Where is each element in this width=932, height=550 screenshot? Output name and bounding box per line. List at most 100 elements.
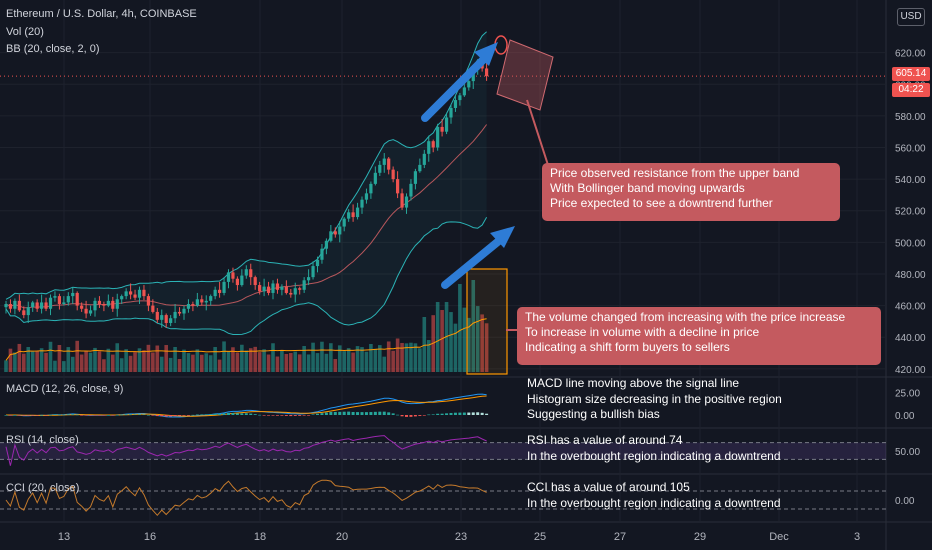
volume-bar: [53, 360, 57, 372]
candle-body: [311, 266, 315, 278]
volume-bar: [217, 359, 222, 372]
candle-body: [315, 259, 320, 267]
volume-bar: [159, 356, 164, 372]
macd-histogram-bar: [195, 414, 199, 416]
macd-histogram-bar: [342, 411, 346, 415]
candle-body: [440, 126, 444, 132]
volume-bar: [355, 346, 360, 372]
candle-body: [320, 248, 324, 260]
macd-histogram-bar: [57, 414, 61, 416]
volume-highlight-box[interactable]: [466, 268, 508, 375]
rsi-legend[interactable]: RSI (14, close): [6, 434, 79, 446]
macd-histogram-bar: [476, 412, 480, 415]
volume-bar: [364, 351, 369, 372]
macd-histogram-bar: [280, 415, 284, 416]
candle-body: [22, 310, 26, 316]
macd-histogram-bar: [347, 411, 351, 415]
macd-histogram-bar: [133, 414, 137, 416]
candle-body: [80, 305, 84, 309]
macd-histogram-bar: [316, 413, 319, 415]
volume-bar: [66, 347, 71, 372]
candle-body: [213, 289, 217, 297]
axes: 620.00600.00580.00560.00540.00520.00500.…: [58, 49, 926, 543]
cci-legend[interactable]: CCI (20, close): [6, 482, 80, 494]
volume-bar: [106, 348, 111, 372]
macd-histogram-bar: [471, 412, 475, 415]
candle-body: [249, 269, 253, 278]
volume-bar: [484, 323, 489, 372]
macd-histogram-bar: [453, 412, 457, 415]
macd-histogram-bar: [427, 414, 431, 416]
volume-bar: [231, 347, 235, 372]
candle-body: [307, 277, 311, 281]
resistance-box[interactable]: [496, 39, 554, 111]
note-line: MACD line moving above the signal line: [527, 376, 740, 390]
macd-histogram-bar: [209, 414, 213, 415]
callout-line: With Bollinger band moving upwards: [550, 181, 745, 195]
candle-body: [467, 81, 471, 88]
candle-body: [333, 231, 337, 235]
candle-body: [102, 304, 106, 306]
candle-body: [155, 311, 159, 320]
volume-bar: [257, 352, 262, 372]
candle-body: [48, 297, 53, 309]
candle-body: [44, 302, 48, 309]
volume-bar: [62, 361, 66, 372]
rsi-tick-label: 50.00: [895, 447, 920, 458]
volume-bar: [177, 358, 182, 372]
note-line: Histogram size decreasing in the positiv…: [527, 391, 782, 406]
volume-ma-line: [5, 318, 487, 361]
candle-body: [427, 141, 431, 154]
macd-histogram-bar: [356, 412, 360, 415]
callout-line: To increase in volume with a decline in …: [525, 325, 760, 339]
candle-body: [93, 300, 97, 311]
macd-tick-label: 25.00: [895, 389, 920, 400]
volume-bar: [453, 323, 458, 372]
volume-bar: [320, 341, 324, 372]
callout-line: Indicating a shift form buyers to seller…: [525, 340, 730, 354]
macd-histogram-bar: [449, 412, 453, 415]
volume-bar: [26, 347, 31, 372]
macd-signal-line: [6, 395, 487, 417]
candle-body: [338, 226, 342, 235]
volume-bar: [409, 342, 413, 372]
candle-body: [226, 272, 231, 282]
volume-legend[interactable]: Vol (20): [6, 26, 44, 38]
macd-histogram-bar: [75, 414, 79, 416]
volume-bar: [168, 357, 173, 372]
cci-note: CCI has a value of around 105 In the ove…: [527, 480, 781, 511]
macd-histogram-bar: [22, 415, 26, 416]
bollinger-legend[interactable]: BB (20, close, 2, 0): [6, 43, 100, 55]
volume-bar: [324, 353, 329, 372]
note-line: In the overbought region indicating a do…: [527, 448, 781, 463]
macd-histogram-bar: [8, 415, 12, 416]
volume-bar: [275, 356, 280, 372]
symbol-legend[interactable]: Ethereum / U.S. Dollar, 4h, COINBASE: [6, 8, 197, 20]
macd-histogram-bar: [173, 415, 177, 417]
volume-bar: [173, 346, 177, 372]
macd-histogram-bar: [364, 412, 368, 415]
candle-body: [422, 153, 426, 165]
macd-histogram-bar: [418, 415, 422, 416]
candle-body: [40, 302, 44, 309]
volume-bar: [337, 345, 342, 372]
bollinger-band-fill: [6, 31, 487, 335]
candle-body: [4, 304, 8, 308]
macd-legend[interactable]: MACD (12, 26, close, 9): [6, 383, 124, 395]
callout-line: The volume changed from increasing with …: [525, 310, 846, 324]
macd-histogram-bar: [155, 415, 159, 417]
candle-body: [218, 289, 222, 293]
macd-histogram-bar: [49, 414, 52, 416]
candle-body: [266, 286, 271, 293]
macd-histogram-bar: [302, 415, 306, 416]
macd-histogram-bar: [329, 412, 333, 415]
price-tick-label: 620.00: [895, 49, 926, 60]
volume-bar: [115, 343, 120, 372]
candle-body: [222, 281, 226, 293]
currency-button[interactable]: USD: [897, 8, 925, 26]
macd-histogram-bar: [160, 415, 164, 417]
candle-body: [88, 310, 93, 314]
candle-body: [164, 315, 168, 323]
candle-body: [258, 285, 262, 292]
